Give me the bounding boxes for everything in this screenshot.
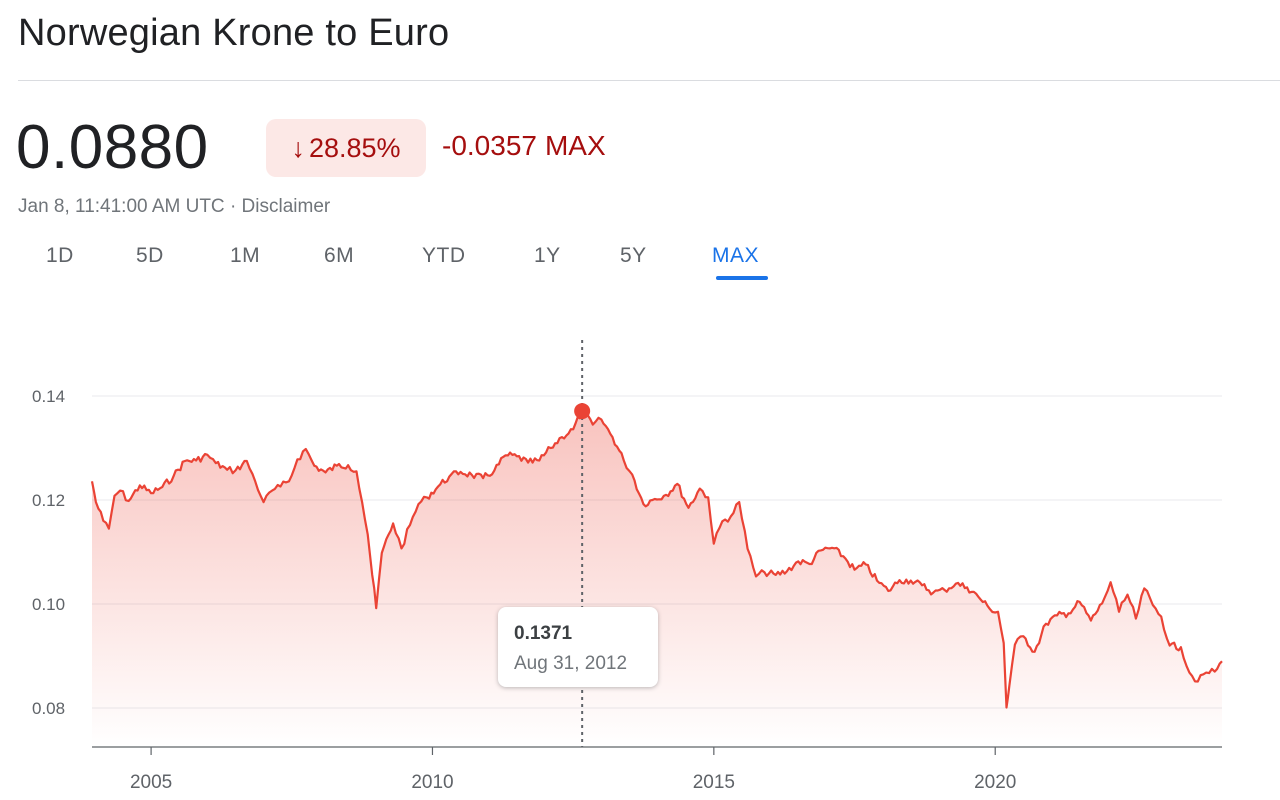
- y-tick-label: 0.12: [32, 491, 65, 510]
- area-fill: [92, 411, 1222, 747]
- exchange-rate-chart[interactable]: 0.08 0.10 0.12 0.14 2005 2010 2015 2020: [0, 300, 1280, 800]
- disclaimer-link[interactable]: Disclaimer: [241, 196, 331, 217]
- x-tick-label: 2005: [130, 772, 172, 793]
- y-tick-label: 0.10: [32, 595, 65, 614]
- tab-ytd[interactable]: YTD: [422, 244, 466, 267]
- range-tabs: 1D 5D 1M 6M YTD 1Y 5Y MAX: [0, 244, 820, 288]
- tab-max[interactable]: MAX: [712, 244, 760, 267]
- tab-5d[interactable]: 5D: [136, 244, 164, 267]
- change-period: MAX: [544, 130, 606, 161]
- header-divider: [18, 80, 1280, 81]
- page-title: Norwegian Krone to Euro: [18, 12, 450, 54]
- quote-meta: Jan 8, 11:41:00 AM UTC · Disclaimer: [18, 196, 330, 218]
- tab-6m[interactable]: 6M: [324, 244, 355, 267]
- change-percent-badge: ↓ 28.85%: [266, 119, 426, 177]
- tooltip-value: 0.1371: [514, 623, 573, 644]
- change-absolute: -0.0357 MAX: [442, 130, 606, 162]
- tooltip-date: Aug 31, 2012: [514, 653, 628, 674]
- meta-separator: ·: [229, 196, 237, 217]
- change-percent: 28.85%: [308, 132, 401, 163]
- x-tick-label: 2020: [974, 772, 1016, 793]
- tab-5y[interactable]: 5Y: [620, 244, 647, 267]
- current-price: 0.0880: [16, 113, 209, 182]
- y-tick-label: 0.08: [32, 699, 65, 718]
- timestamp: Jan 8, 11:41:00 AM UTC: [18, 196, 225, 217]
- tab-1d[interactable]: 1D: [46, 244, 74, 267]
- x-tick-label: 2010: [411, 772, 453, 793]
- x-tick-label: 2015: [693, 772, 735, 793]
- series-line: [90, 410, 1223, 709]
- change-value: -0.0357: [442, 130, 537, 161]
- hover-point: [574, 403, 591, 420]
- arrow-down-icon: ↓: [291, 132, 305, 163]
- tab-1m[interactable]: 1M: [230, 244, 261, 267]
- active-tab-indicator: [716, 276, 768, 280]
- tab-1y[interactable]: 1Y: [534, 244, 561, 267]
- y-tick-label: 0.14: [32, 387, 65, 406]
- chart-tooltip: 0.1371 Aug 31, 2012: [498, 607, 658, 687]
